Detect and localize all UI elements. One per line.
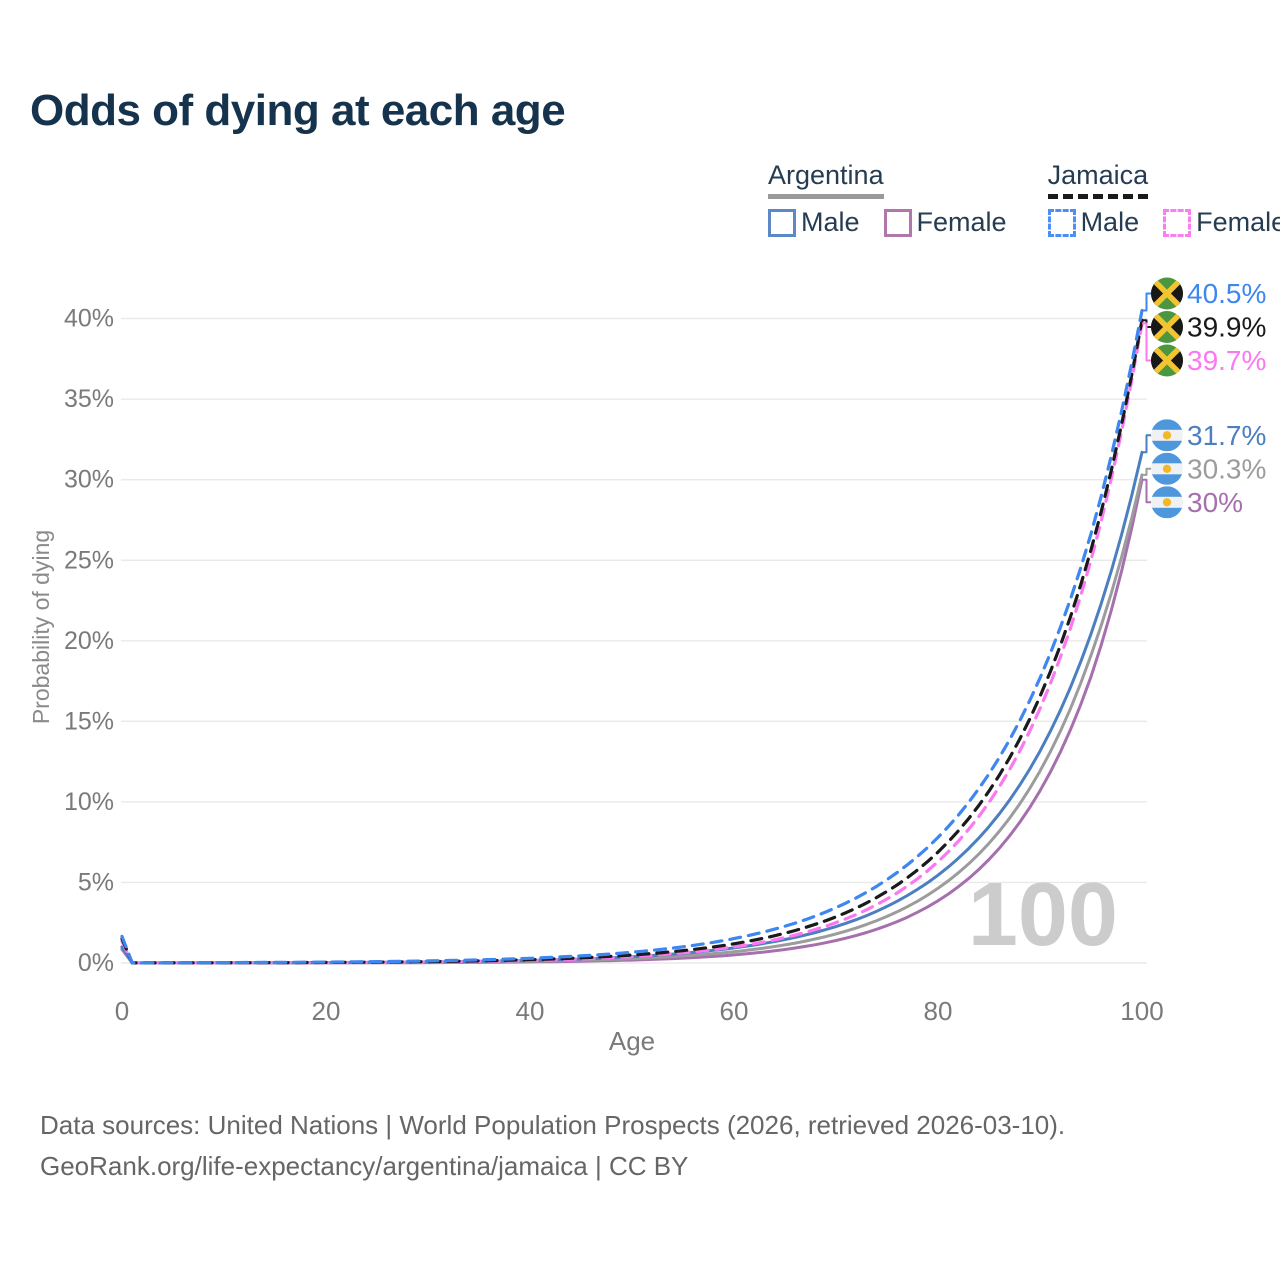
annotation-layer: 40.5%39.9%39.7% 31.7%30.3%30% [1142,277,1266,519]
legend-country-argentina: Argentina [768,160,884,199]
leader-line-jamaica-female [1142,322,1151,362]
end-value-label-jamaica-female: 39.7% [1187,345,1266,376]
y-tick-label-15%: 15% [64,707,114,735]
axis-layer: 0% 5% 10% 15% 20% 25% 30% 35% 40% 0 20 40 60 80 100 Age… [28,305,1164,1056]
x-tick-label-40: 40 [516,996,545,1026]
leader-line-argentina-male [1142,434,1151,454]
legend-group-argentina: Argentina Male Female [768,160,1007,238]
y-tick-label-30%: 30% [64,466,114,494]
x-tick-label-0: 0 [115,996,129,1026]
series-line-jamaica-male [120,308,1144,965]
legend-item-jamaica-female[interactable]: Female [1163,207,1280,238]
legend-country-jamaica: Jamaica [1047,160,1149,199]
y-tick-label-0%: 0% [78,949,114,977]
series-line-jamaica-female [120,321,1144,965]
y-tick-label-5%: 5% [78,868,114,896]
jamaica-flag-icon [1151,311,1183,343]
legend-swatch-jamaica-male [1047,208,1076,237]
jamaica-flag-icon [1151,277,1183,310]
grid-layer [121,317,1147,964]
legend-swatch-argentina-female [883,208,912,237]
legend: Argentina Male Female Jamaica Male Female [768,160,1280,238]
legend-item-argentina-female[interactable]: Female [883,207,1007,238]
argentina-flag-icon [1151,419,1183,452]
source-footer: Data sources: United Nations | World Pop… [40,1105,1065,1187]
argentina-flag-icon [1151,486,1183,519]
x-axis-title: Age [609,1026,655,1056]
end-value-label-argentina-male: 31.7% [1187,420,1266,451]
y-tick-label-20%: 20% [64,627,114,655]
page-title: Odds of dying at each age [30,86,566,135]
source-line-2: GeoRank.org/life-expectancy/argentina/ja… [40,1151,689,1181]
argentina-flag-icon [1151,452,1183,485]
y-tick-label-10%: 10% [64,788,114,816]
leader-line-argentina-total [1142,467,1151,476]
y-tick-label-35%: 35% [64,385,114,413]
x-tick-label-100: 100 [1120,996,1163,1026]
x-tick-label-60: 60 [720,996,749,1026]
y-tick-label-25%: 25% [64,546,114,574]
watermark-layer: 100 [968,865,1118,965]
legend-item-label-jamaica-male: Male [1080,207,1140,237]
legend-swatch-jamaica-female [1163,208,1192,237]
end-value-label-argentina-female: 30% [1187,487,1243,518]
legend-item-label-argentina-female: Female [916,207,1007,237]
y-tick-label-40%: 40% [64,305,114,333]
jamaica-flag-icon [1151,344,1183,377]
end-value-label-jamaica-total: 39.9% [1187,312,1266,343]
x-tick-label-20: 20 [312,996,341,1026]
leader-line-argentina-female [1142,478,1151,504]
legend-group-jamaica: Jamaica Male Female [1047,160,1280,238]
legend-item-jamaica-male[interactable]: Male [1047,207,1140,238]
leader-line-jamaica-male [1142,292,1151,312]
end-value-label-jamaica-male: 40.5% [1187,278,1266,309]
age-watermark: 100 [968,865,1118,965]
y-axis-title: Probability of dying [28,530,54,724]
x-tick-label-80: 80 [924,996,953,1026]
legend-swatch-argentina-male [768,208,796,237]
legend-item-label-argentina-male: Male [801,207,860,237]
source-line-1: Data sources: United Nations | World Pop… [40,1110,1066,1140]
legend-item-label-jamaica-female: Female [1196,207,1280,237]
end-value-label-argentina-total: 30.3% [1187,453,1266,484]
legend-item-argentina-male[interactable]: Male [768,207,860,238]
series-layer [120,308,1144,965]
